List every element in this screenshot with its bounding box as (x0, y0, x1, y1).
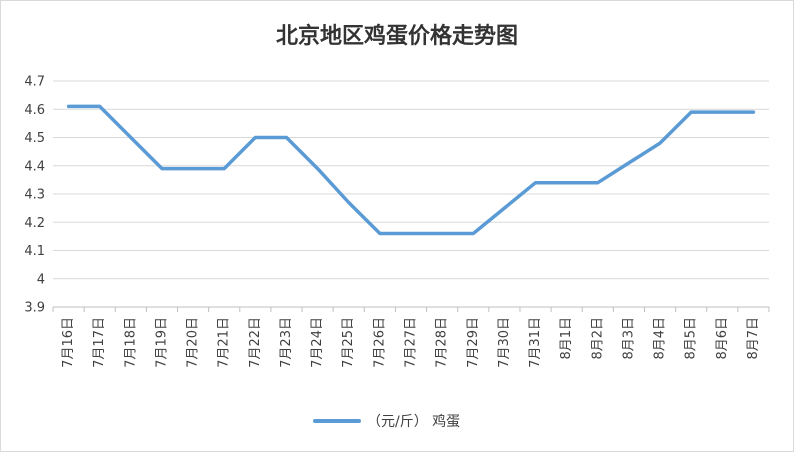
x-tick-label: 7月18日 (123, 317, 138, 368)
x-tick-label: 8月1日 (559, 317, 574, 360)
x-tick-label: 7月26日 (372, 317, 387, 368)
series-layer (66, 104, 756, 236)
x-tick-label: 7月30日 (497, 317, 512, 368)
legend: （元/斤） 鸡蛋 (313, 413, 460, 430)
x-tick-label: 7月22日 (248, 317, 263, 368)
y-tick-label: 3.9 (24, 301, 45, 316)
x-tick-label: 7月16日 (61, 317, 76, 368)
x-tick-label: 7月23日 (279, 317, 294, 368)
x-tick-label: 7月28日 (435, 317, 450, 368)
y-tick-label: 4.6 (24, 103, 45, 118)
chart-title: 北京地区鸡蛋价格走势图 (276, 23, 518, 49)
x-tick-label: 7月25日 (341, 317, 356, 368)
x-tick-label: 8月7日 (746, 317, 761, 360)
x-tick-label: 7月27日 (404, 317, 419, 368)
x-tick-label: 8月4日 (653, 317, 668, 360)
x-tick-label: 8月6日 (715, 317, 730, 360)
x-tick-label: 8月3日 (621, 317, 636, 360)
y-tick-label: 4.3 (24, 188, 45, 203)
series-line-eggs (66, 104, 756, 236)
y-tick-label: 4.7 (24, 75, 45, 90)
x-tick-label: 7月17日 (92, 317, 107, 368)
x-tick-label: 7月24日 (310, 317, 325, 368)
y-tick-label: 4.4 (24, 159, 45, 174)
legend-label: （元/斤） 鸡蛋 (367, 413, 460, 430)
y-tick-label: 4.1 (24, 244, 45, 259)
x-tick-label: 8月5日 (684, 317, 699, 360)
y-tick-label: 4.5 (24, 131, 45, 146)
grid-lines (53, 80, 769, 308)
x-tick-label: 7月31日 (528, 317, 543, 368)
x-tick-label: 7月29日 (466, 317, 481, 368)
x-tick-label: 7月19日 (154, 317, 169, 368)
x-tick-label: 7月21日 (217, 317, 232, 368)
y-tick-label: 4 (37, 272, 45, 287)
x-tick-label: 7月20日 (186, 317, 201, 368)
y-tick-label: 4.2 (24, 216, 45, 231)
x-axis-ticks: 7月16日 7月17日 7月18日 7月19日 7月20日 7月21日 7月22日 7月23日… (52, 307, 770, 368)
y-axis-ticks: 3.9 4 4.1 4.2 4.3 4.4 4.5 4.6 4.7 (24, 75, 45, 316)
x-tick-label: 8月2日 (590, 317, 605, 360)
